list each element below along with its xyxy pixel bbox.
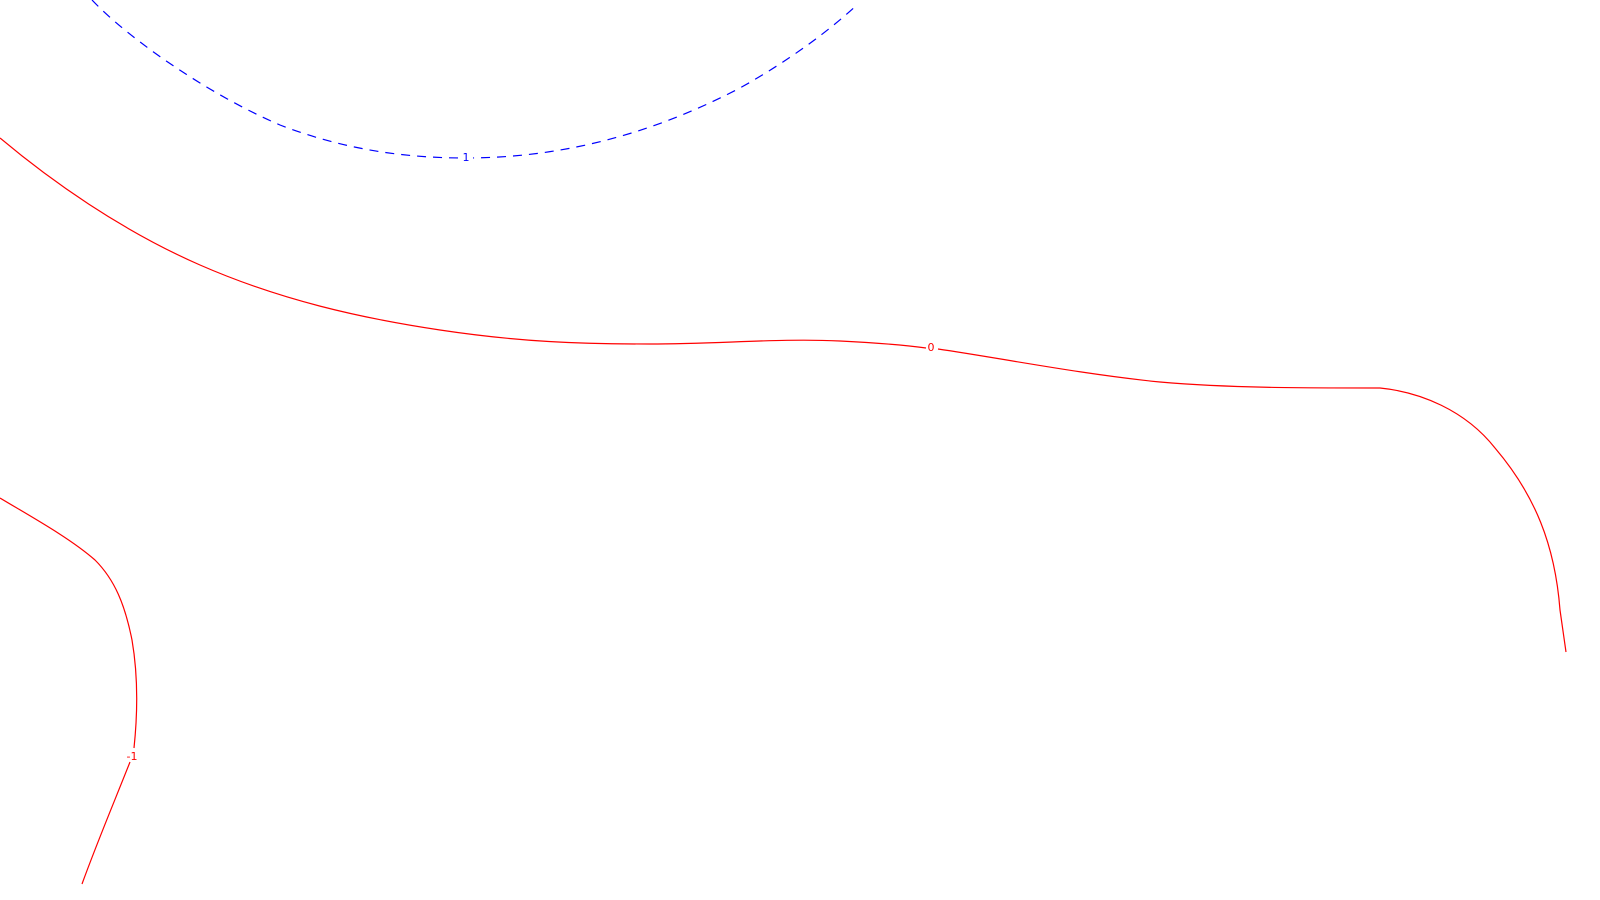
contour-label-bg-blue (459, 151, 473, 164)
contour-line-blue-dashed (91, 0, 859, 159)
contour-line-red-main (0, 137, 927, 349)
contour-line-red-lower-left (0, 497, 138, 749)
contour-line-red-main-right (937, 348, 1567, 653)
contour-label-red-main: 0 (928, 341, 935, 354)
contour-label-blue: 1 (463, 151, 470, 164)
contour-line-red-lower-left-tail (81, 761, 131, 885)
contour-label-red-lower-left: -1 (127, 750, 138, 763)
